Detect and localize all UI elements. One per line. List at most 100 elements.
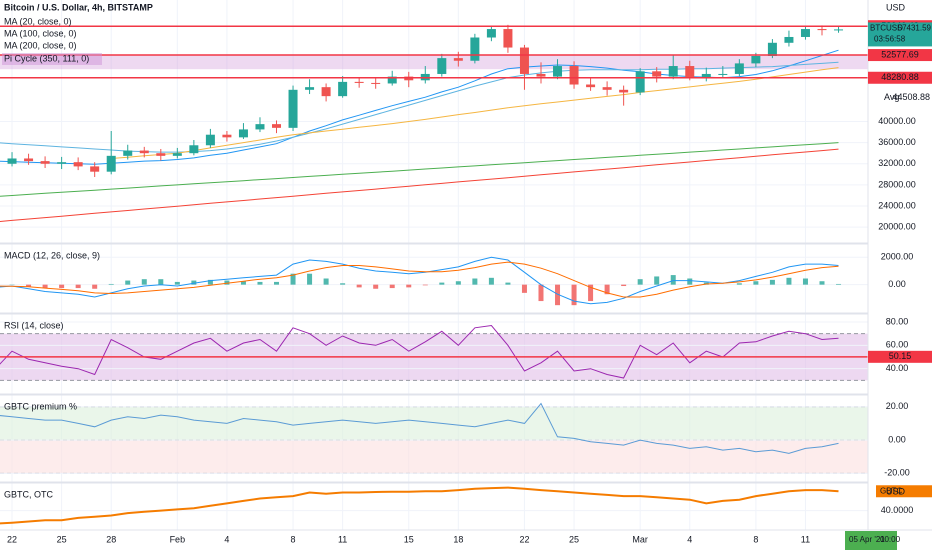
candle-body bbox=[305, 87, 315, 90]
panel-title: RSI (14, close) bbox=[4, 320, 64, 330]
histogram-bar bbox=[753, 281, 759, 285]
candle-body bbox=[90, 166, 100, 172]
candle-body bbox=[652, 71, 662, 77]
candle-body bbox=[123, 150, 133, 156]
histogram-bar bbox=[42, 284, 48, 289]
indicator-line bbox=[0, 486, 839, 525]
candle-body bbox=[503, 29, 513, 48]
candle-body bbox=[73, 162, 83, 167]
last-label: GBTC bbox=[880, 486, 902, 495]
x-tick-label: 18 bbox=[453, 534, 463, 544]
histogram-bar bbox=[769, 279, 775, 285]
histogram-bar bbox=[588, 284, 594, 302]
avg-label: Avg bbox=[884, 92, 899, 102]
x-tick-label: 22 bbox=[519, 534, 529, 544]
histogram-bar bbox=[604, 284, 610, 295]
candle-body bbox=[7, 158, 17, 164]
candle-body bbox=[536, 73, 546, 77]
y-tick-label: 20.00 bbox=[886, 401, 909, 411]
panel-title: GBTC, OTC bbox=[4, 489, 53, 499]
histogram-bar bbox=[555, 284, 561, 306]
candle-body bbox=[834, 29, 844, 31]
date-box bbox=[845, 531, 897, 550]
pi-cycle-line bbox=[0, 148, 839, 222]
ma-line bbox=[111, 67, 839, 159]
candle-body bbox=[437, 58, 447, 74]
legend-entry: Pi Cycle (350, 111, 0) bbox=[4, 53, 89, 63]
candle-body bbox=[553, 66, 563, 77]
unit-label: USD bbox=[886, 486, 906, 496]
y-tick-label: -20.00 bbox=[884, 468, 910, 478]
candle-body bbox=[817, 29, 827, 31]
candle-body bbox=[238, 129, 248, 138]
x-tick-label: 4 bbox=[687, 534, 692, 544]
ma-line bbox=[0, 49, 839, 165]
last-price-value: 57431.59 bbox=[898, 24, 932, 33]
histogram-bar bbox=[836, 283, 842, 285]
candle-body bbox=[734, 63, 744, 74]
candle-body bbox=[57, 162, 67, 164]
y-tick-label: 0.00 bbox=[888, 279, 906, 289]
candle-body bbox=[189, 145, 199, 154]
histogram-bar bbox=[802, 278, 808, 285]
candle-body bbox=[586, 84, 596, 88]
y-tick-label: 60.00 bbox=[886, 340, 909, 350]
price-label-box bbox=[868, 350, 932, 363]
pi-cycle-line bbox=[0, 142, 839, 197]
candle-body bbox=[288, 89, 298, 128]
x-tick-label: 8 bbox=[291, 534, 296, 544]
x-tick-label: Feb bbox=[170, 534, 186, 544]
candle-body bbox=[767, 42, 777, 56]
unit-label: USD bbox=[886, 2, 906, 12]
candle-body bbox=[470, 37, 480, 61]
histogram-bar bbox=[389, 284, 395, 289]
candle-body bbox=[321, 87, 331, 97]
candle-body bbox=[255, 124, 265, 130]
histogram-bar bbox=[538, 284, 544, 302]
x-tick-label: 28 bbox=[106, 534, 116, 544]
histogram-bar bbox=[422, 284, 428, 286]
histogram-bar bbox=[621, 284, 627, 287]
candle-body bbox=[354, 81, 364, 83]
y-tick-label: 20000.00 bbox=[878, 222, 916, 232]
candle-body bbox=[172, 153, 182, 156]
candle-body bbox=[635, 71, 645, 93]
plot-area bbox=[0, 0, 868, 530]
histogram-bar bbox=[488, 277, 494, 285]
histogram-bar bbox=[207, 279, 213, 285]
candle-body bbox=[272, 124, 282, 128]
candle-body bbox=[751, 55, 761, 64]
histogram-bar bbox=[571, 284, 577, 306]
y-tick-label: 80.00 bbox=[886, 316, 909, 326]
histogram-bar bbox=[736, 283, 742, 285]
candle-body bbox=[701, 73, 711, 78]
histogram-bar bbox=[819, 281, 825, 285]
candle-body bbox=[453, 58, 463, 61]
histogram-bar bbox=[307, 273, 313, 285]
time-label: 00:00 bbox=[880, 535, 901, 544]
last-price-symbol: BTCUSD bbox=[870, 24, 903, 33]
histogram-bar bbox=[240, 281, 246, 285]
histogram-bar bbox=[108, 283, 114, 285]
y-tick-label: 40.00 bbox=[886, 363, 909, 373]
panel-title: GBTC premium % bbox=[4, 401, 77, 411]
histogram-bar bbox=[191, 280, 197, 285]
candle-body bbox=[800, 29, 810, 37]
candle-body bbox=[668, 66, 678, 77]
histogram-bar bbox=[174, 281, 180, 285]
last-price-box bbox=[868, 22, 932, 47]
histogram-bar bbox=[406, 284, 412, 288]
candle-body bbox=[685, 66, 695, 78]
candle-body bbox=[569, 66, 579, 85]
histogram-bar bbox=[455, 281, 461, 285]
candle-body bbox=[602, 87, 612, 90]
histogram-bar bbox=[439, 282, 445, 285]
histogram-bar bbox=[356, 284, 362, 288]
y-tick-label: 32000.00 bbox=[878, 158, 916, 168]
histogram-bar bbox=[505, 282, 511, 285]
candle-body bbox=[156, 153, 166, 156]
histogram-bar bbox=[158, 279, 164, 285]
candle-body bbox=[371, 82, 381, 84]
